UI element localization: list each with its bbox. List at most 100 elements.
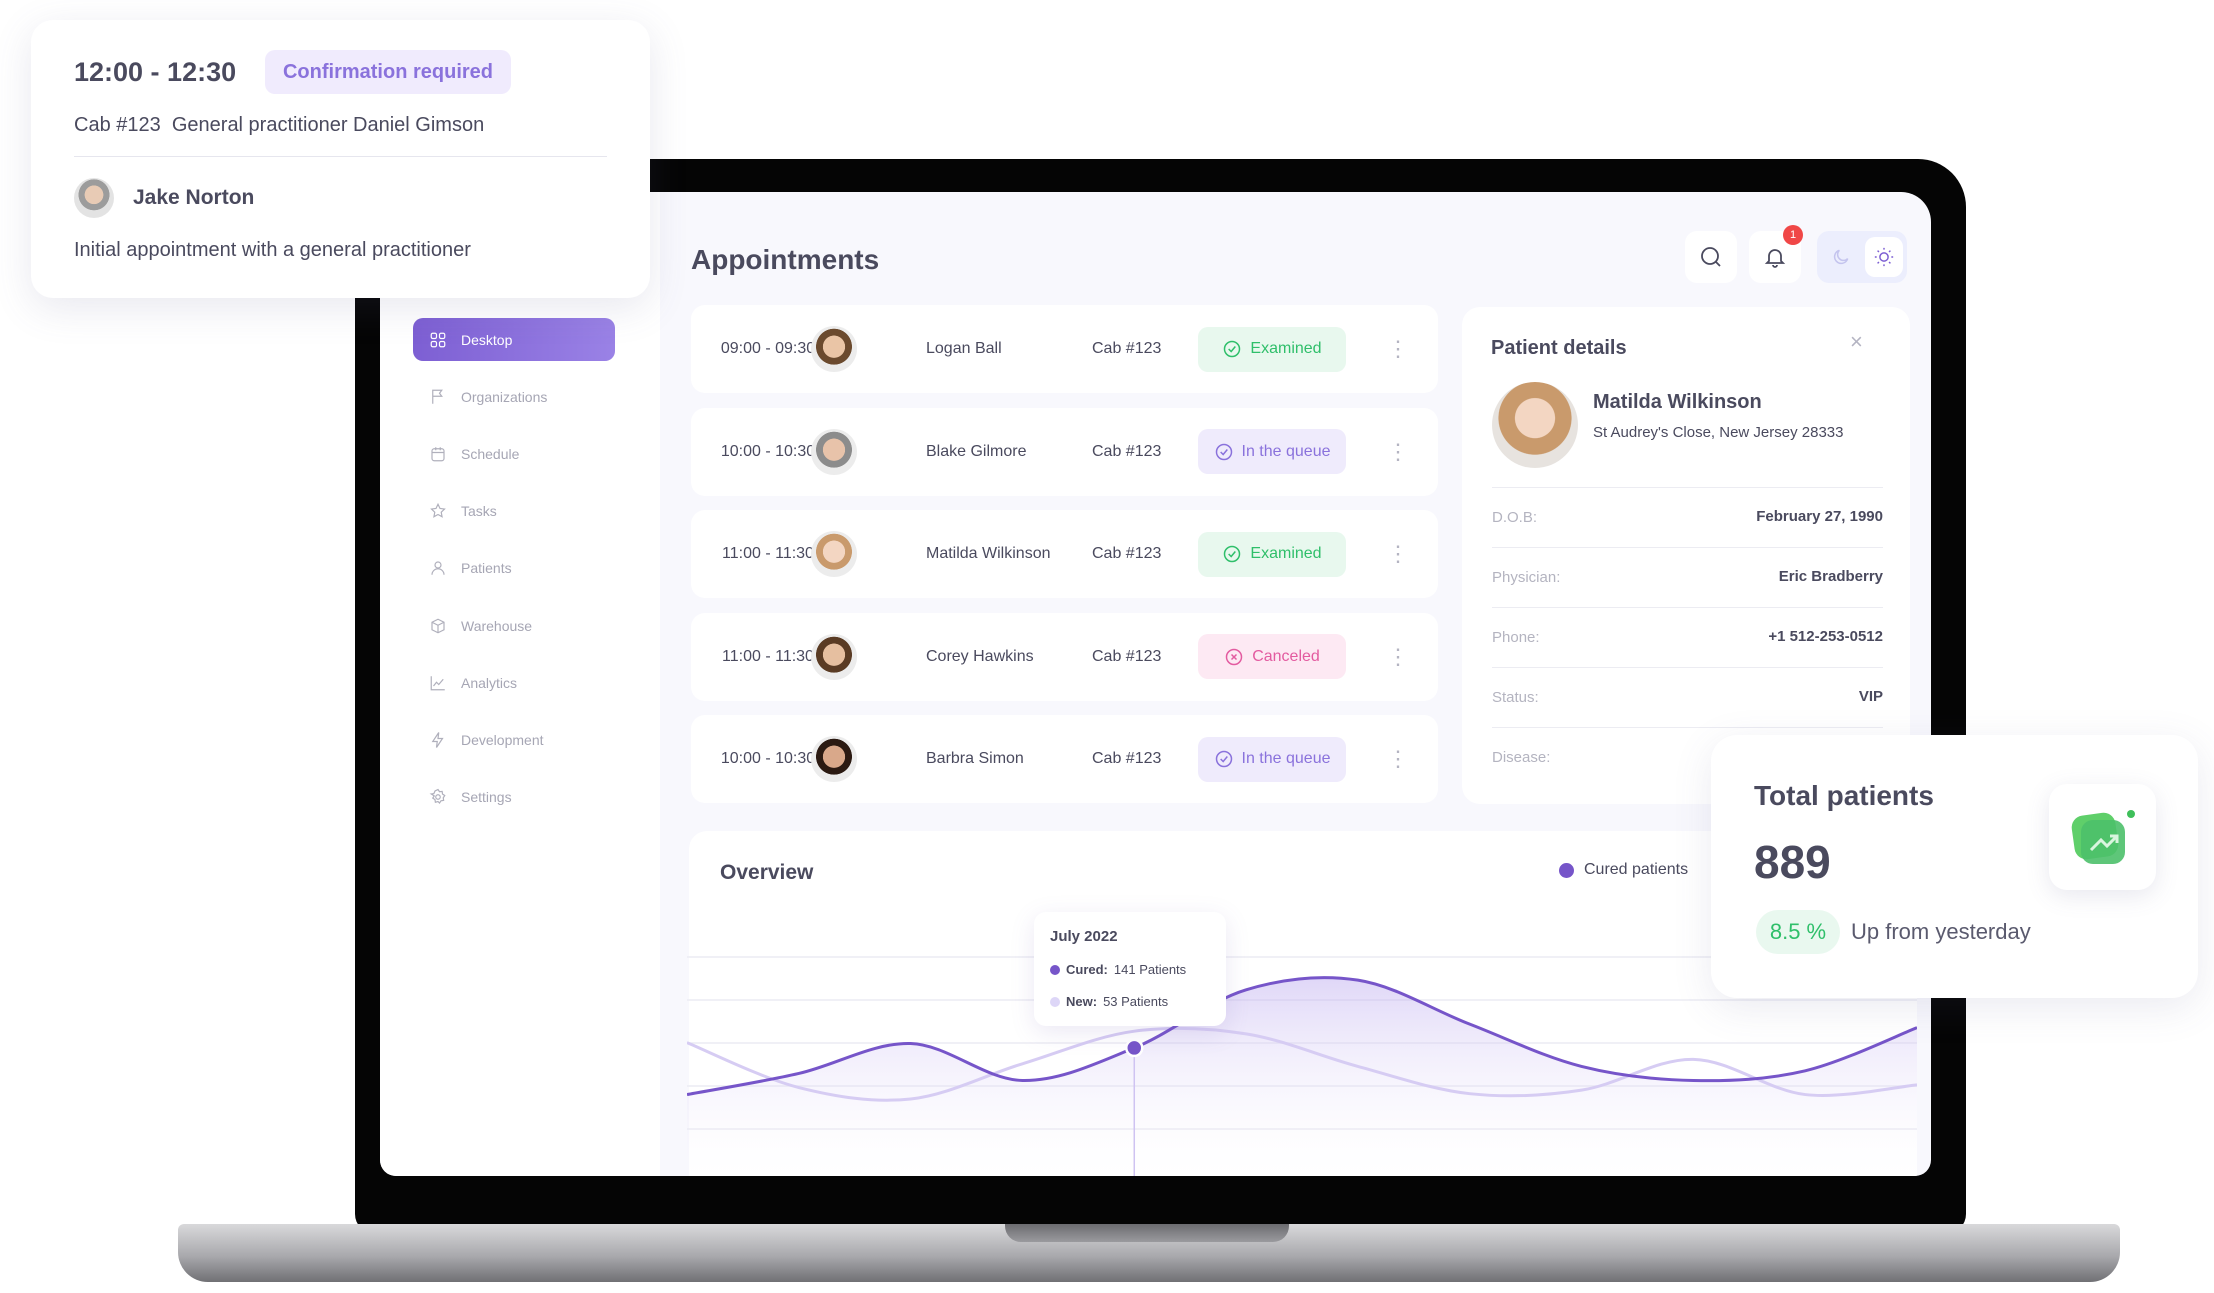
appointment-row[interactable]: 11:00 - 11:30 Corey Hawkins Cab #123 Can… <box>691 612 1438 701</box>
patient-name: Matilda Wilkinson <box>926 545 1051 562</box>
appointment-row[interactable]: 10:00 - 10:30 Barbra Simon Cab #123 In t… <box>691 715 1438 803</box>
legend-dot <box>1559 862 1574 878</box>
field-value: +1 512-253-0512 <box>1768 628 1883 645</box>
more-options-icon[interactable]: ⋮ <box>1387 336 1409 361</box>
notifications-button[interactable]: 1 <box>1749 225 1803 283</box>
sidebar-item-label: Organizations <box>461 388 548 405</box>
appointment-time: 09:00 - 09:30 <box>720 340 816 357</box>
change-badge: 8.5 % <box>1756 910 1840 954</box>
moon-icon[interactable] <box>1825 241 1857 273</box>
overview-title: Overview <box>720 861 814 884</box>
field-label: D.O.B: <box>1492 509 1538 526</box>
sidebar-item-development[interactable]: Development <box>413 718 615 761</box>
total-patients-card: Total patients 889 8.5 % Up from yesterd… <box>1711 735 2198 998</box>
field-label: Phone: <box>1492 629 1540 646</box>
sidebar-item-label: Settings <box>461 789 512 806</box>
sidebar-item-patients[interactable]: Patients <box>413 547 615 590</box>
popup-avatar <box>74 178 114 218</box>
tooltip-new: New: 53 Patients <box>1050 994 1168 1009</box>
status-label: Canceled <box>1252 647 1320 665</box>
tooltip-new-value: 53 Patients <box>1103 994 1169 1009</box>
appointment-time: 10:00 - 10:30 <box>720 750 816 767</box>
sidebar-item-desktop[interactable]: Desktop <box>413 318 615 361</box>
sidebar-item-warehouse[interactable]: Warehouse <box>413 604 615 647</box>
patient-address: St Audrey's Close, New Jersey 28333 <box>1593 424 1844 441</box>
check-circle-icon <box>1215 443 1232 460</box>
patient-avatar <box>811 326 857 372</box>
calendar-icon <box>431 447 445 462</box>
page-title: Appointments <box>691 244 880 275</box>
close-icon[interactable]: × <box>1850 329 1863 354</box>
status-label: In the queue <box>1241 442 1331 460</box>
appointment-row[interactable]: 10:00 - 10:30 Blake Gilmore Cab #123 In … <box>691 407 1438 496</box>
field-value: February 27, 1990 <box>1756 508 1883 525</box>
patient-details-title: Patient details <box>1491 337 1627 359</box>
popup-patient-name: Jake Norton <box>133 186 255 209</box>
more-options-icon[interactable]: ⋮ <box>1387 643 1409 669</box>
box-icon <box>431 618 445 633</box>
sidebar-item-tasks[interactable]: Tasks <box>413 490 615 533</box>
popup-details: Cab #123 General practitioner Daniel Gim… <box>74 114 485 136</box>
more-options-icon[interactable]: ⋮ <box>1387 746 1409 771</box>
cab-number: Cab #123 <box>1092 750 1162 767</box>
chart-legend: Cured patients <box>1559 861 1688 879</box>
cured-area <box>687 977 1917 1176</box>
total-patients-title: Total patients <box>1754 780 1934 811</box>
sidebar-item-organizations[interactable]: Organizations <box>413 375 615 418</box>
field-divider <box>1492 547 1883 548</box>
patient-name: Barbra Simon <box>926 750 1024 767</box>
more-options-icon[interactable]: ⋮ <box>1387 541 1409 566</box>
cab-number: Cab #123 <box>1092 647 1162 665</box>
appointment-popup[interactable]: 12:00 - 12:30 Confirmation required Cab … <box>31 20 650 298</box>
tooltip-new-label: New: <box>1066 994 1098 1009</box>
sidebar-item-settings[interactable]: Settings <box>413 776 615 819</box>
theme-toggle[interactable] <box>1817 231 1907 283</box>
chart-tooltip: July 2022 Cured: 141 Patients New: 53 Pati… <box>1034 912 1226 1026</box>
field-label: Status: <box>1492 689 1539 706</box>
field-divider <box>1492 487 1883 488</box>
star-icon <box>430 502 446 518</box>
trend-icon-box <box>2049 784 2156 890</box>
legend-label: Cured patients <box>1584 861 1689 878</box>
status-badge: Examined <box>1198 326 1346 372</box>
appointment-row[interactable]: 11:00 - 11:30 Matilda Wilkinson Cab #123… <box>691 510 1438 598</box>
status-badge: Examined <box>1198 531 1346 577</box>
appointment-row[interactable]: 09:00 - 09:30 Logan Ball Cab #123 Examin… <box>691 305 1438 393</box>
tooltip-title: July 2022 <box>1050 928 1118 945</box>
patient-avatar <box>811 633 857 680</box>
sidebar-item-label: Schedule <box>461 445 520 462</box>
popup-description: Initial appointment with a general pract… <box>74 239 471 261</box>
check-circle-icon <box>1224 340 1241 358</box>
field-value: VIP <box>1858 688 1883 705</box>
search-icon <box>1701 247 1721 267</box>
more-options-icon[interactable]: ⋮ <box>1387 438 1409 464</box>
tooltip-cured-label: Cured: <box>1066 962 1108 977</box>
gear-icon <box>429 788 446 805</box>
x-circle-icon <box>1225 648 1243 665</box>
grid-icon <box>430 332 446 347</box>
tooltip-cured-value: 141 Patients <box>1113 962 1187 977</box>
cab-number: Cab #123 <box>1092 442 1162 460</box>
appointment-time: 11:00 - 11:30 <box>722 545 814 562</box>
sidebar-item-label: Desktop <box>461 331 513 348</box>
field-divider <box>1492 727 1883 728</box>
status-label: Examined <box>1250 340 1322 357</box>
appointment-time: 11:00 - 11:30 <box>722 647 814 665</box>
sidebar-item-label: Development <box>461 731 544 748</box>
change-text: Up from yesterday <box>1851 919 2031 944</box>
sidebar-item-schedule[interactable]: Schedule <box>413 432 615 475</box>
patient-avatar <box>1492 382 1578 468</box>
sidebar-item-label: Analytics <box>461 674 518 691</box>
sidebar-item-label: Patients <box>461 560 512 577</box>
sidebar-item-analytics[interactable]: Analytics <box>413 661 615 704</box>
patient-name: Matilda Wilkinson <box>1593 391 1762 413</box>
cured-patients-line <box>687 976 1917 1097</box>
status-badge: Canceled <box>1198 634 1346 679</box>
total-patients-value: 889 <box>1754 836 1831 888</box>
search-button[interactable] <box>1685 231 1737 283</box>
field-label: Disease: <box>1492 749 1551 766</box>
cab-number: Cab #123 <box>1092 545 1162 562</box>
highlight-point[interactable] <box>1125 1038 1144 1058</box>
patient-name: Logan Ball <box>926 340 1002 357</box>
sun-icon[interactable] <box>1865 237 1903 277</box>
